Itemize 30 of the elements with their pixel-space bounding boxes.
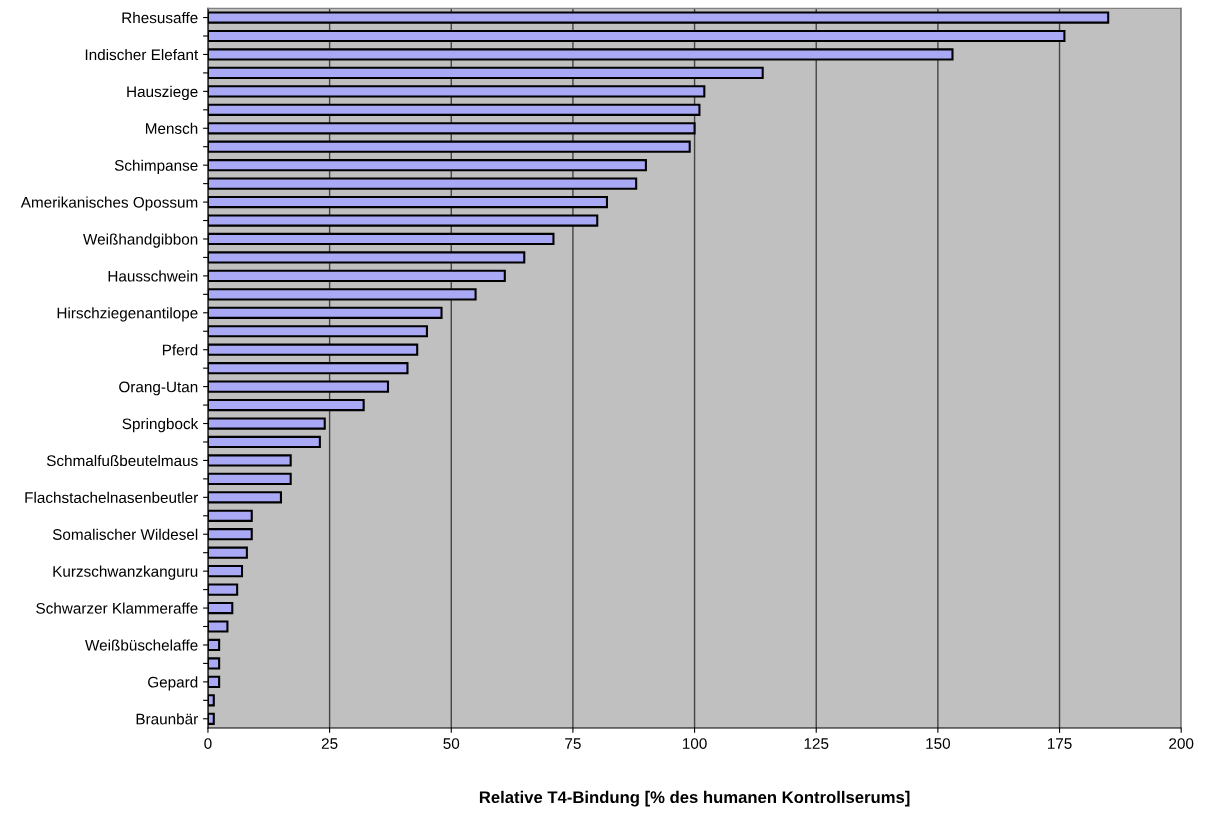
y-tick-label: Pferd [162,344,198,356]
y-tick-label: Hausziege [127,85,198,101]
x-tick-label: 150 [926,738,951,749]
y-tick-label: Mensch [145,122,198,134]
x-tick-label: 0 [204,738,212,749]
y-tick-label: Gepard [148,676,198,691]
y-tick-label: Springbock [122,417,199,433]
y-tick-label: Kurzschwanzkanguru [53,565,198,580]
y-tick-label: Schwarzer Klammeraffe [36,602,198,614]
x-tick-label: 50 [443,738,460,749]
y-tick-label: Braunbär [136,713,198,725]
y-tick-label: Hausschwein [108,270,198,282]
y-tick-label: Indischer Elefant [85,48,199,61]
x-tick-label: 100 [682,738,707,749]
x-tick-label: 25 [321,738,338,749]
y-tick-label: Schmalfußbeutelmaus [46,454,198,467]
y-tick-label: Hirschziegenantilope [57,307,198,322]
x-tick-label: 175 [1047,738,1072,749]
y-tick-label: Schimpanse [114,159,198,174]
x-tick-label: 75 [565,738,581,749]
y-tick-label: Weißbüschelaffe [85,639,198,651]
y-tick-label: Amerikanisches Opossum [20,196,198,211]
y-tick-label: Rhesusaffe [122,12,198,24]
x-tick-label: 200 [1169,738,1194,749]
x-axis-title: Relative T4-Bindung [% des humanen Kontrollserums] [479,790,910,807]
y-tick-label: Flachstachelnasenbeutler [25,491,198,504]
x-tick-label: 125 [804,738,829,749]
y-tick-label: Somalischer Wildesel [52,528,198,540]
y-tick-label: Weißhandgibbon [83,233,198,248]
y-tick-label: Orang-Utan [119,381,198,396]
